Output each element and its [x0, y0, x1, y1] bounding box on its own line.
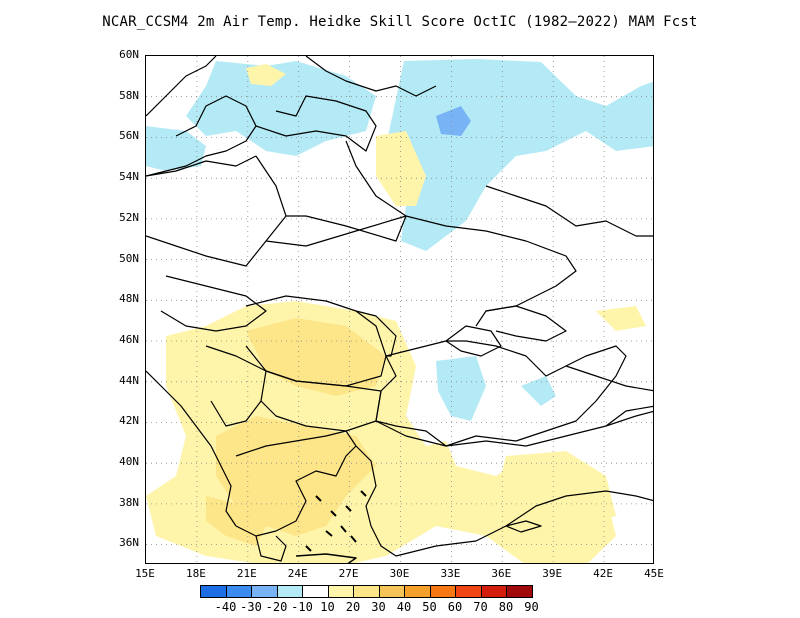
lat-label: 48N	[119, 292, 139, 306]
colorbar-label: 90	[524, 600, 539, 614]
border-greece	[235, 430, 357, 457]
lat-label: 60N	[119, 48, 139, 61]
lon-label: 27E	[338, 567, 359, 580]
coast-blacksea	[375, 340, 627, 447]
lat-label: 58N	[119, 88, 139, 102]
lat-label: 40N	[119, 455, 139, 468]
lat-label: 44N	[119, 373, 139, 387]
colorbar-label: 40	[396, 600, 412, 614]
lon-label: 42E	[593, 567, 614, 580]
pos-skill-region-northyellow	[376, 131, 426, 206]
skill-shading	[146, 59, 653, 563]
coast-crimea	[445, 325, 502, 357]
border-belarus	[286, 140, 407, 242]
pos-skill-region-balkan	[216, 416, 376, 536]
colorbar-label: 80	[498, 600, 514, 614]
colorbar-label: 50	[422, 600, 437, 614]
lat-label: 56N	[119, 129, 139, 143]
coast-turkey-west	[355, 445, 397, 557]
colorbar-swatch	[327, 585, 354, 598]
colorbar-swatch	[353, 585, 380, 598]
colorbar-label: -40	[214, 600, 237, 614]
colorbar-label: 30	[371, 600, 386, 614]
colorbar-swatch	[276, 585, 303, 598]
colorbar-swatch	[378, 585, 405, 598]
coast-peloponnese	[255, 535, 287, 562]
colorbar	[200, 585, 533, 598]
aegean-islands	[305, 490, 367, 552]
border-russia-east	[485, 185, 653, 237]
lat-label: 38N	[119, 495, 139, 509]
colorbar-label: -10	[291, 600, 313, 614]
lat-label: 54N	[119, 170, 139, 184]
lon-label: 18E	[185, 567, 206, 580]
coast-baltic	[255, 95, 377, 152]
colorbar-label: 10	[320, 600, 335, 614]
lat-label: 36N	[119, 536, 139, 550]
lon-label: 21E	[236, 567, 257, 580]
colorbar-label: 20	[345, 600, 361, 614]
lon-label: 33E	[440, 567, 461, 580]
coast-azov	[485, 305, 567, 342]
border-moldova	[355, 310, 397, 357]
map-panel	[145, 55, 654, 564]
border-caucasus	[565, 365, 653, 427]
lat-label: 42N	[119, 414, 139, 428]
neg-skill-region-east	[521, 376, 556, 406]
colorbar-swatch	[225, 585, 252, 598]
colorbar-label: -20	[265, 600, 288, 614]
lon-label: 39E	[542, 567, 563, 580]
map-svg	[146, 56, 653, 563]
colorbar-label: -30	[240, 600, 262, 614]
border-poland	[146, 155, 287, 267]
colorbar-swatch	[302, 585, 329, 598]
border-turkey-south	[395, 490, 653, 557]
coast-adriatic	[146, 370, 237, 527]
lon-label: 36E	[491, 567, 512, 580]
cyprus	[505, 520, 542, 533]
neg-skill-core	[436, 106, 471, 136]
colorbar-swatch	[455, 585, 482, 598]
coastlines-borders	[146, 56, 653, 563]
crete	[295, 553, 357, 563]
coast-turkey-north	[375, 410, 653, 447]
chart-title: NCAR_CCSM4 2m Air Temp. Heidke Skill Sco…	[102, 14, 698, 30]
lon-label: 24E	[287, 567, 308, 580]
colorbar-label: 70	[473, 600, 488, 614]
pos-skill-region-east	[596, 306, 646, 331]
coast-germany-poland	[146, 155, 257, 177]
lon-label: 30E	[389, 567, 410, 580]
neg-skill-region-north	[386, 59, 653, 251]
colorbar-swatch	[480, 585, 507, 598]
neg-skill-region-blacksea	[436, 356, 486, 421]
lat-label: 50N	[119, 251, 139, 265]
colorbar-swatch	[429, 585, 456, 598]
colorbar-swatch	[251, 585, 278, 598]
pos-skill-region-northyellow2	[246, 64, 286, 86]
lat-label: 52N	[119, 210, 139, 224]
lat-label: 46N	[119, 332, 139, 346]
lon-label: 45E	[644, 567, 664, 580]
coast-greece	[235, 445, 357, 537]
pos-skill-region-southeast	[496, 451, 616, 526]
colorbar-swatch	[200, 585, 227, 598]
neg-skill-region-baltic	[186, 61, 376, 156]
coast-scandinavia	[146, 56, 257, 177]
lon-label: 15E	[135, 567, 155, 580]
colorbar-label: 60	[447, 600, 463, 614]
colorbar-swatch	[506, 585, 533, 598]
border-slovakia-hungary	[160, 275, 267, 332]
coast-finland	[305, 56, 437, 97]
colorbar-swatch	[404, 585, 431, 598]
